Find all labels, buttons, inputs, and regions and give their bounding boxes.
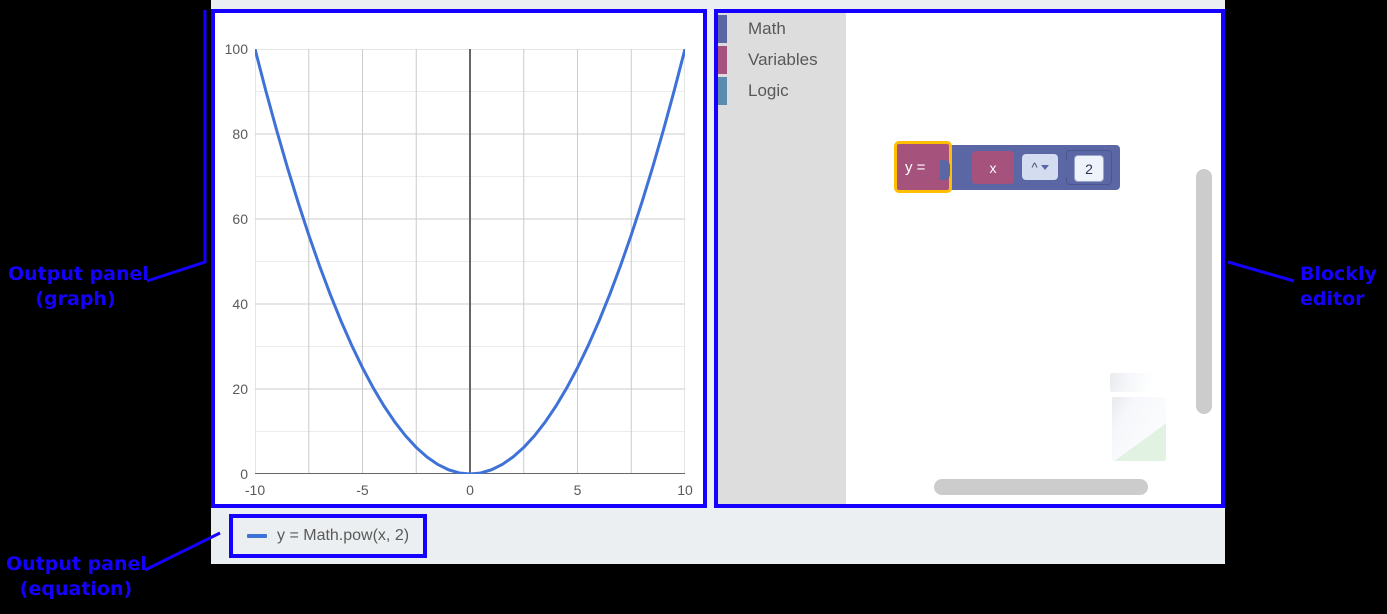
annotation-blockly-editor: Blockly editor [1300,262,1386,311]
y-tick-label: 100 [224,41,248,57]
block-set-variable-label: y = [905,158,926,176]
legend-entry[interactable]: y = Math.pow(x, 2) [229,514,428,558]
x-tick-label: -5 [356,482,369,498]
annotation-line-2: editor [1300,287,1365,310]
y-tick-label: 20 [232,381,248,397]
annotation-line-1: Blockly [1300,263,1377,285]
block-math-power[interactable]: x ^ 2 [943,145,1120,190]
toolbox-category-logic[interactable]: Logic [718,75,846,106]
graph-canvas: 0 20 40 60 80 100 -10 -5 0 5 10 [215,13,703,504]
annotation-line-1: Output panel [6,553,147,575]
series-line [255,49,685,474]
plot-svg [255,49,685,474]
trashcan-accent [1112,419,1166,461]
blockly-editor-panel: Math Variables Logic x ^ [714,9,1225,508]
toolbox-category-label: Variables [748,50,818,69]
blockly-workspace[interactable]: x ^ 2 y = [846,13,1221,504]
block-number-shell[interactable]: 2 [1062,150,1112,185]
output-panel-equation: y = Math.pow(x, 2) [211,509,1225,564]
plot-area: 0 20 40 60 80 100 -10 -5 0 5 10 [225,41,693,498]
annotation-output-panel-equation: Output panel (equation) [6,552,147,601]
block-socket-number [1062,160,1071,178]
application-window: 0 20 40 60 80 100 -10 -5 0 5 10 Math Variables Logi… [211,0,1225,564]
trashcan-body [1112,397,1166,461]
y-tick-label: 0 [240,466,248,482]
toolbox-category-label: Logic [748,81,789,100]
x-tick-label: -10 [244,482,266,498]
chevron-down-icon [1040,164,1049,170]
x-tick-label: 0 [466,482,474,498]
toolbox-category-variables[interactable]: Variables [718,44,846,75]
legend-line-swatch [247,534,267,538]
blockly-toolbox[interactable]: Math Variables Logic [718,13,846,504]
horizontal-scrollbar[interactable] [934,479,1148,495]
toolbox-color-swatch [718,77,727,105]
block-number-value: 2 [1085,160,1093,177]
leader-line-graph [146,10,207,283]
legend-equation-label: y = Math.pow(x, 2) [277,527,410,544]
block-set-variable-y[interactable]: y = [894,141,952,193]
block-operator-label: ^ [1031,159,1038,175]
y-tick-label: 40 [232,296,248,312]
annotation-line-1: Output panel [8,263,149,285]
trashcan-lid [1110,373,1168,392]
block-output-notch [940,160,950,180]
y-tick-label: 60 [232,211,248,227]
leader-line-blockly [1227,260,1295,283]
trashcan-icon[interactable] [1110,373,1168,461]
toolbox-category-label: Math [748,19,786,38]
block-variable-x-label: x [989,159,997,176]
annotation-line-2: (equation) [19,577,133,600]
annotation-line-2: (graph) [35,287,116,310]
leader-line-equation [144,531,221,572]
x-tick-label: 5 [573,482,582,498]
output-panel-graph: 0 20 40 60 80 100 -10 -5 0 5 10 [211,9,707,508]
toolbox-color-swatch [718,15,727,43]
y-tick-label: 80 [232,126,248,142]
x-tick-label: 10 [677,482,693,498]
block-number-field[interactable]: 2 [1074,155,1104,182]
vertical-scrollbar[interactable] [1196,169,1212,414]
annotation-output-panel-graph: Output panel (graph) [8,262,149,311]
toolbox-color-swatch [718,46,727,74]
block-operator-dropdown[interactable]: ^ [1022,154,1058,180]
toolbox-category-math[interactable]: Math [718,13,846,44]
block-variable-x[interactable]: x [972,151,1014,184]
